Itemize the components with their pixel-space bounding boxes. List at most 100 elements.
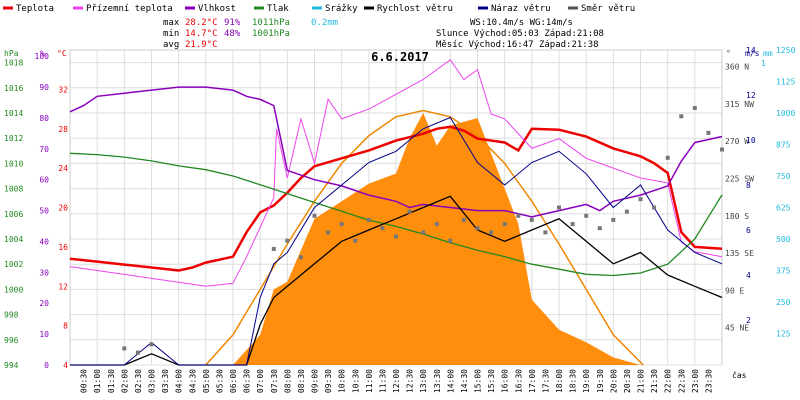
series-line-p-zemn-teplota	[69, 59, 723, 287]
axis-mm-top: 1	[761, 59, 766, 68]
wind-direction-point	[353, 238, 358, 243]
legend-label: Směr větru	[581, 4, 635, 14]
x-tick-label: 18:30	[569, 369, 578, 393]
y-tick-hpa: 1018	[4, 59, 23, 68]
x-tick-label: 04:00	[175, 369, 184, 393]
x-tick-label: 03:00	[148, 369, 157, 393]
wind-direction-point	[692, 106, 697, 110]
wind-direction-points	[122, 106, 724, 355]
wind-direction-point	[652, 205, 657, 210]
x-tick-label: 23:00	[691, 369, 700, 393]
x-tick-label: 09:00	[311, 369, 320, 393]
wind-direction-point	[366, 217, 371, 222]
solar-curve	[205, 109, 644, 366]
series-line-vlhkost	[69, 86, 723, 218]
stat-max-temp: 28.2°C	[185, 18, 218, 28]
x-tick-label: 15:00	[474, 369, 483, 393]
y-tick-percent: 60	[39, 176, 49, 185]
wind-direction-point	[557, 205, 561, 210]
wind-direction-point	[679, 114, 684, 119]
x-tick-label: 21:30	[650, 369, 659, 393]
y-tick-celsius: 12	[58, 282, 68, 291]
stat-rain: 0.2mm	[311, 18, 338, 28]
y-tick-wm2: 375	[776, 267, 791, 276]
x-tick-label: 00:30	[80, 369, 89, 393]
wind-direction-point	[434, 222, 439, 227]
legend-label: Náraz větru	[491, 4, 551, 14]
axis-label-percent: %	[40, 49, 45, 58]
x-tick-label: 06:00	[229, 369, 238, 393]
x-tick-label: 19:00	[582, 369, 591, 393]
stat-min-humidity: 48%	[224, 29, 241, 39]
y-tick-wm2: 125	[776, 330, 791, 339]
x-tick-label: 10:00	[338, 369, 347, 393]
wind-direction-point	[407, 209, 412, 214]
x-tick-label: 10:30	[351, 369, 360, 393]
legend-label: Rychlost větru	[377, 4, 453, 14]
wind-direction-point	[312, 213, 317, 218]
y-tick-ms: 6	[746, 226, 751, 235]
y-tick-wm2: 1125	[776, 78, 795, 87]
wind-direction-point	[529, 217, 534, 222]
stat-max-label: max	[163, 18, 180, 28]
wind-direction-point	[502, 222, 507, 227]
series-line-n-raz-v-tru	[70, 116, 723, 366]
y-tick-direction: 180 S	[725, 212, 749, 221]
legend: Teplota Přízemní teplota Vlhkost Tlak Srážky…	[3, 4, 635, 14]
y-tick-ms: 8	[746, 181, 751, 190]
x-tick-label: 02:00	[120, 369, 129, 393]
legend-label: Srážky	[325, 4, 358, 14]
wind-direction-point	[380, 226, 385, 231]
wind-direction-point	[706, 130, 711, 135]
x-axis-ticks: 00:30 01:00 01:30 02:00 02:30 03:00 03:30 04:00…	[80, 369, 714, 393]
y-tick-ms: 10	[746, 136, 756, 145]
y-axis-ticks: 1018101610141012101010081006100410021000…	[4, 46, 795, 370]
x-tick-label: 13:30	[433, 369, 442, 393]
x-tick-label: 07:00	[256, 369, 265, 393]
x-tick-label: 06:30	[243, 369, 252, 393]
y-tick-percent: 30	[39, 268, 49, 277]
stat-avg-temp: 21.9°C	[185, 40, 218, 50]
x-tick-label: 22:00	[664, 369, 673, 393]
y-tick-percent: 20	[39, 299, 49, 308]
wind-direction-point	[597, 226, 602, 231]
x-tick-label: 16:30	[514, 369, 523, 393]
wind-direction-point	[149, 342, 154, 347]
y-tick-hpa: 1002	[4, 260, 23, 269]
wind-direction-point	[624, 209, 629, 214]
x-tick-label: 20:30	[623, 369, 632, 393]
y-tick-percent: 100	[35, 52, 50, 61]
y-tick-celsius: 16	[58, 243, 68, 252]
axis-label-direction: °	[726, 49, 731, 58]
y-tick-percent: 0	[44, 361, 49, 370]
wind-direction-point	[285, 238, 290, 243]
x-tick-label: 13:00	[419, 369, 428, 393]
y-tick-percent: 40	[39, 238, 49, 247]
x-tick-label: 17:00	[528, 369, 537, 393]
x-tick-label: 12:30	[406, 369, 415, 393]
wind-direction-point	[638, 197, 643, 202]
axis-label-time: čas	[732, 370, 747, 380]
x-tick-label: 09:30	[324, 369, 333, 393]
axis-label-hpa: hPa	[4, 49, 19, 58]
series-line-tlak	[69, 152, 723, 277]
legend-label: Vlhkost	[198, 4, 236, 14]
wind-direction-point	[611, 217, 616, 222]
wind-direction-point	[448, 238, 453, 243]
y-tick-percent: 70	[39, 145, 49, 154]
x-tick-label: 23:30	[704, 369, 713, 393]
wind-direction-point	[489, 230, 494, 235]
wind-direction-point	[543, 230, 548, 235]
y-tick-percent: 80	[39, 114, 49, 123]
y-tick-hpa: 1010	[4, 159, 23, 168]
y-tick-ms: 2	[746, 316, 751, 325]
axis-label-mm: mm	[763, 49, 773, 58]
y-tick-celsius: 4	[63, 361, 68, 370]
wind-direction-point	[720, 147, 724, 152]
stat-avg-label: avg	[163, 40, 179, 50]
legend-label: Teplota	[16, 4, 54, 14]
stat-min-label: min	[163, 29, 179, 39]
x-tick-label: 03:30	[161, 369, 170, 393]
x-tick-label: 18:00	[555, 369, 564, 393]
